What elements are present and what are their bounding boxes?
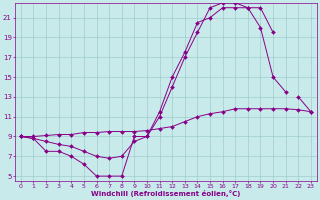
X-axis label: Windchill (Refroidissement éolien,°C): Windchill (Refroidissement éolien,°C) (91, 190, 241, 197)
